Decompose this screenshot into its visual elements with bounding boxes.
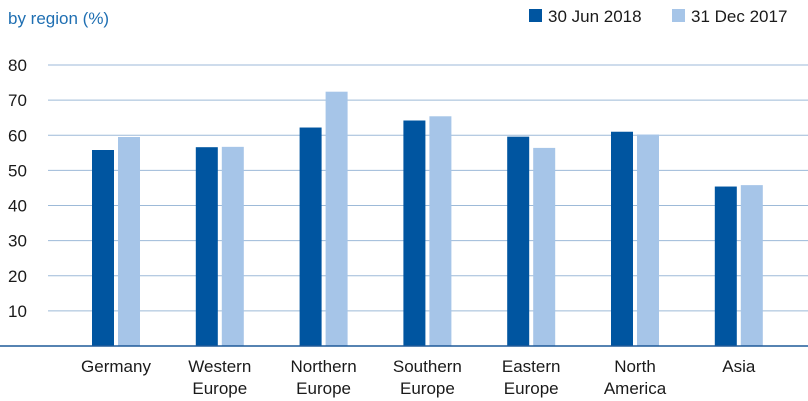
legend: 30 Jun 2018 31 Dec 2017 [529, 7, 787, 26]
x-category-label-line: Asia [722, 357, 756, 376]
x-category-label-line: Europe [400, 379, 455, 398]
legend-label-series-1: 30 Jun 2018 [548, 7, 642, 26]
x-category-label-line: Germany [81, 357, 151, 376]
x-category-label-line: North [614, 357, 656, 376]
bar-series-1-western-europe [195, 147, 218, 346]
x-category-label-line: Europe [504, 379, 559, 398]
bar-series-2-western-europe [221, 146, 244, 346]
legend-swatch-series-2 [672, 9, 685, 22]
bar-series-2-southern-europe [429, 116, 452, 346]
x-category-label-line: Northern [291, 357, 357, 376]
x-category-label-line: Southern [393, 357, 462, 376]
x-category-label: Southern Europe [393, 357, 462, 398]
bar-series-2-northern-europe [325, 91, 348, 346]
bar-series-1-asia [714, 186, 737, 346]
x-category-label: Germany [81, 357, 151, 376]
legend-label-series-2: 31 Dec 2017 [691, 7, 787, 26]
y-tick-label: 30 [8, 232, 27, 251]
x-category-label: Eastern Europe [502, 357, 561, 398]
x-category-label: Northern Europe [291, 357, 357, 398]
x-category-label-line: Europe [296, 379, 351, 398]
y-tick-label: 50 [8, 161, 27, 180]
bar-series-1-germany [92, 150, 114, 346]
y-tick-label: 70 [8, 91, 27, 110]
y-tick-label: 20 [8, 267, 27, 286]
y-tick-label: 10 [8, 302, 27, 321]
gridlines [48, 64, 808, 312]
bar-series-1-eastern-europe [507, 136, 530, 346]
legend-swatch-series-1 [529, 9, 542, 22]
bar-series-1-northern-europe [299, 127, 322, 347]
y-tick-label: 40 [8, 197, 27, 216]
bar-series-2-north-america [637, 134, 659, 346]
x-category-label: North America [604, 357, 667, 398]
y-tick-label: 60 [8, 126, 27, 145]
x-category-label-line: Eastern [502, 357, 561, 376]
y-tick-label: 80 [8, 56, 27, 75]
y-axis-tick-labels: 10 20 30 40 50 60 70 80 [8, 56, 27, 321]
bars [92, 91, 763, 347]
chart-subtitle: by region (%) [8, 9, 109, 28]
x-category-label: Asia [722, 357, 756, 376]
bar-series-2-eastern-europe [533, 147, 556, 346]
x-category-label-line: Western [188, 357, 251, 376]
bar-series-1-north-america [611, 131, 633, 346]
bar-series-2-asia [740, 185, 763, 346]
bar-series-1-southern-europe [403, 120, 426, 346]
x-category-label: Western Europe [188, 357, 251, 398]
x-category-label-line: Europe [192, 379, 247, 398]
bar-series-2-germany [118, 137, 140, 346]
x-category-label-line: America [604, 379, 667, 398]
